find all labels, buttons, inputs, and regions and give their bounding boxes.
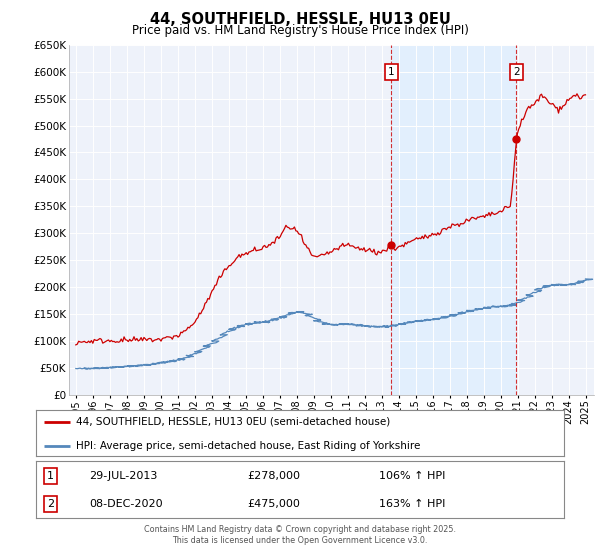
Text: 1: 1 [47, 472, 54, 481]
Text: 2: 2 [47, 499, 55, 508]
Text: £278,000: £278,000 [247, 472, 300, 481]
Text: 08-DEC-2020: 08-DEC-2020 [89, 499, 163, 508]
Text: 106% ↑ HPI: 106% ↑ HPI [379, 472, 446, 481]
Text: 44, SOUTHFIELD, HESSLE, HU13 0EU (semi-detached house): 44, SOUTHFIELD, HESSLE, HU13 0EU (semi-d… [76, 417, 390, 427]
Text: £475,000: £475,000 [247, 499, 300, 508]
Text: Contains HM Land Registry data © Crown copyright and database right 2025.
This d: Contains HM Land Registry data © Crown c… [144, 525, 456, 545]
Text: 29-JUL-2013: 29-JUL-2013 [89, 472, 157, 481]
Text: HPI: Average price, semi-detached house, East Riding of Yorkshire: HPI: Average price, semi-detached house,… [76, 441, 420, 451]
Bar [391, 45, 517, 395]
Text: 2: 2 [513, 67, 520, 77]
Text: 44, SOUTHFIELD, HESSLE, HU13 0EU: 44, SOUTHFIELD, HESSLE, HU13 0EU [149, 12, 451, 27]
Text: 163% ↑ HPI: 163% ↑ HPI [379, 499, 446, 508]
Text: Price paid vs. HM Land Registry's House Price Index (HPI): Price paid vs. HM Land Registry's House … [131, 24, 469, 36]
Text: 1: 1 [388, 67, 395, 77]
